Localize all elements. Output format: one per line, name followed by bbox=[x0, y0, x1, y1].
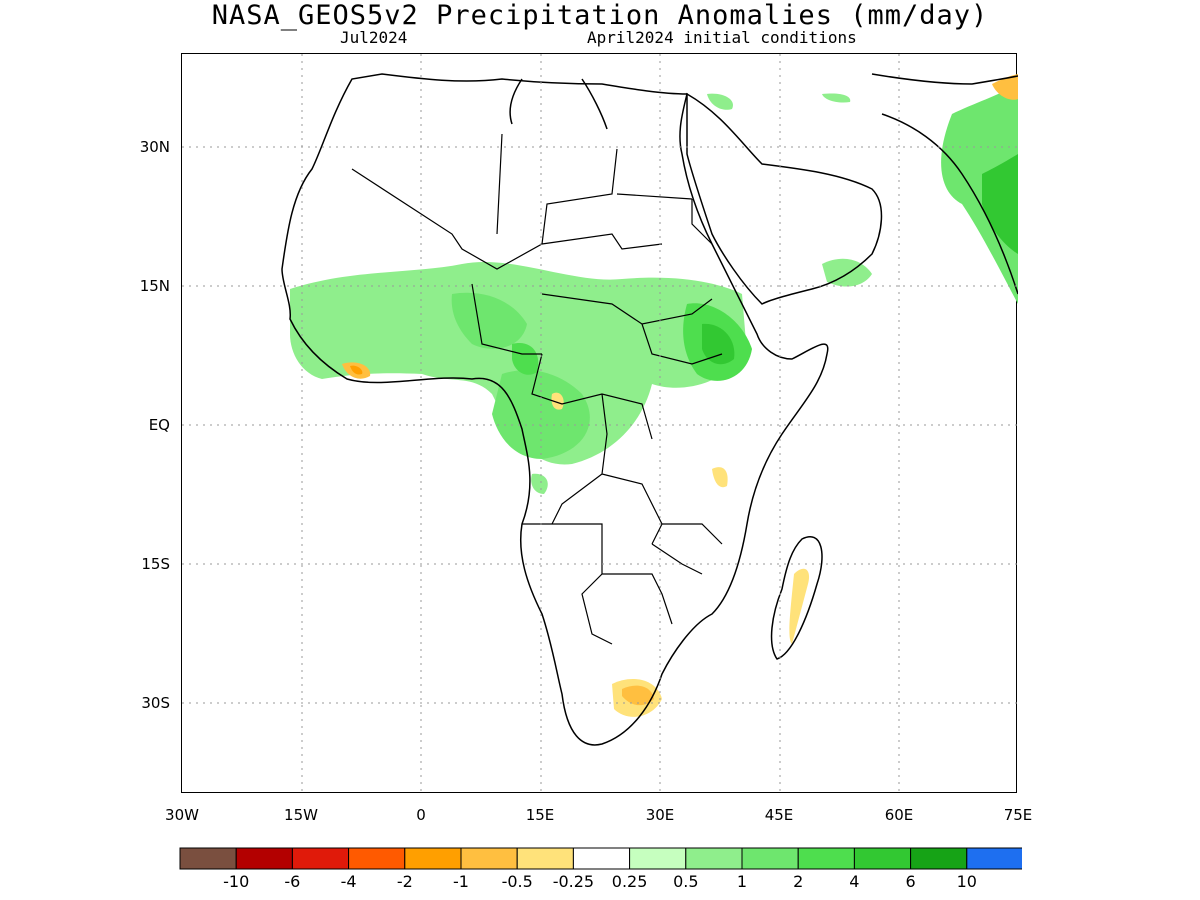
colorbar-swatch bbox=[853, 847, 912, 870]
wet-anomaly-regions bbox=[290, 84, 1018, 494]
colorbar-label: -6 bbox=[284, 872, 301, 891]
lat-label-15s: 15S bbox=[141, 555, 170, 573]
country-borders bbox=[351, 133, 723, 645]
graticule bbox=[182, 54, 1018, 794]
colorbar-label: 0.5 bbox=[673, 872, 699, 891]
colorbar-swatch bbox=[404, 847, 462, 870]
colorbar-swatch bbox=[460, 847, 518, 870]
lon-label-15e: 15E bbox=[525, 806, 555, 824]
lon-label-15w: 15W bbox=[284, 806, 318, 824]
lat-label-eq: EQ bbox=[148, 416, 170, 434]
lon-label-30e: 30E bbox=[645, 806, 675, 824]
colorbar-label: 2 bbox=[793, 872, 804, 891]
lat-label-30s: 30S bbox=[141, 694, 170, 712]
initial-conditions: April2024 initial conditions bbox=[587, 28, 857, 47]
coastline-outline bbox=[281, 73, 1019, 746]
colorbar-swatch bbox=[741, 847, 799, 870]
dry-anomaly-regions bbox=[342, 74, 1018, 717]
lon-label-30w: 30W bbox=[165, 806, 199, 824]
colorbar-label: 0.25 bbox=[611, 872, 648, 891]
colorbar-label: -0.5 bbox=[501, 872, 533, 891]
colorbar-swatch bbox=[966, 847, 1022, 870]
colorbar-label: -10 bbox=[223, 872, 250, 891]
colorbar-swatch bbox=[910, 847, 968, 870]
colorbar-label: 4 bbox=[849, 872, 860, 891]
forecast-month: Jul2024 bbox=[340, 28, 408, 47]
colorbar-label: -4 bbox=[340, 872, 357, 891]
colorbar-swatch bbox=[629, 847, 687, 870]
map-canvas bbox=[182, 54, 1019, 794]
colorbar-label: -0.25 bbox=[552, 872, 595, 891]
colorbar-swatch bbox=[685, 847, 743, 870]
colorbar-label: 10 bbox=[956, 872, 977, 891]
lat-label-15n: 15N bbox=[139, 277, 170, 295]
colorbar-label: 1 bbox=[736, 872, 748, 891]
colorbar-swatch bbox=[235, 847, 293, 870]
lon-label-45e: 45E bbox=[764, 806, 794, 824]
colorbar-label: -2 bbox=[396, 872, 413, 891]
lon-label-60e: 60E bbox=[884, 806, 914, 824]
map-panel bbox=[181, 53, 1019, 794]
colorbar-swatch bbox=[516, 847, 574, 870]
colorbar-swatch bbox=[348, 847, 406, 870]
map-title: NASA_GEOS5v2 Precipitation Anomalies (mm… bbox=[211, 0, 989, 31]
lon-label-0: 0 bbox=[416, 806, 426, 824]
colorbar-label: -1 bbox=[453, 872, 469, 891]
lon-label-75e: 75E bbox=[1003, 806, 1033, 824]
colorbar-swatch bbox=[291, 847, 350, 870]
colorbar-swatch bbox=[572, 847, 631, 870]
colorbar bbox=[179, 847, 1022, 870]
colorbar-label: 6 bbox=[905, 872, 916, 891]
colorbar-swatch bbox=[179, 847, 237, 870]
colorbar-swatch bbox=[797, 847, 855, 870]
lat-label-30n: 30N bbox=[139, 138, 170, 156]
